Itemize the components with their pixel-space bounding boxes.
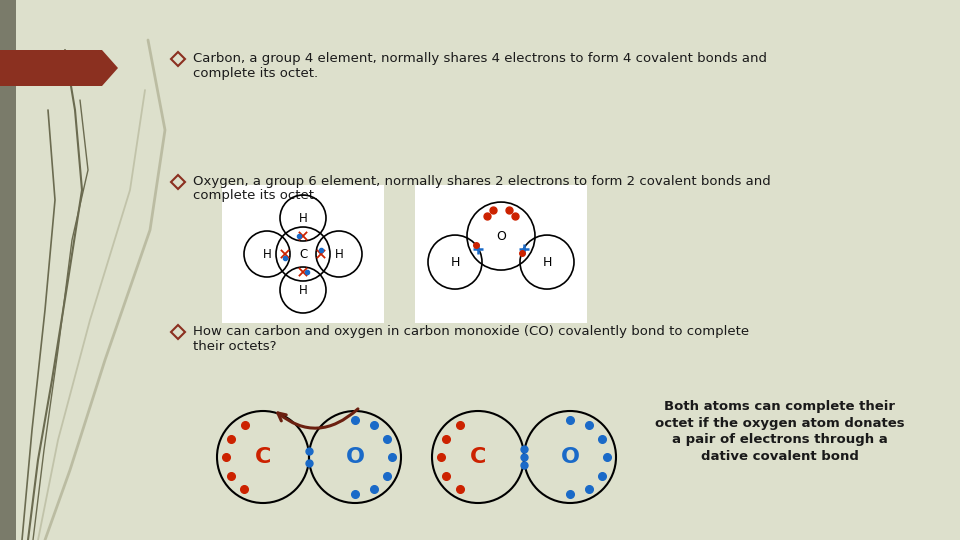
Text: H: H (542, 255, 552, 268)
Text: complete its octet.: complete its octet. (193, 190, 318, 202)
Text: a pair of electrons through a: a pair of electrons through a (672, 433, 888, 446)
Text: C: C (254, 447, 271, 467)
FancyArrowPatch shape (277, 409, 358, 428)
Text: C: C (469, 447, 486, 467)
Text: Carbon, a group 4 element, normally shares 4 electrons to form 4 covalent bonds : Carbon, a group 4 element, normally shar… (193, 52, 767, 65)
Text: Both atoms can complete their: Both atoms can complete their (664, 400, 896, 413)
Text: C: C (299, 247, 307, 260)
Text: dative covalent bond: dative covalent bond (701, 449, 859, 462)
Text: H: H (299, 212, 307, 225)
Bar (0, 0, 16, 540)
Text: Oxygen, a group 6 element, normally shares 2 electrons to form 2 covalent bonds : Oxygen, a group 6 element, normally shar… (193, 175, 771, 188)
Text: H: H (450, 255, 460, 268)
Text: octet if the oxygen atom donates: octet if the oxygen atom donates (655, 416, 905, 429)
Text: O: O (561, 447, 580, 467)
Text: How can carbon and oxygen in carbon monoxide (CO) covalently bond to complete: How can carbon and oxygen in carbon mono… (193, 325, 749, 338)
Text: their octets?: their octets? (193, 340, 276, 353)
Text: H: H (299, 284, 307, 296)
Text: H: H (263, 247, 272, 260)
Text: O: O (496, 230, 506, 242)
Text: H: H (335, 247, 344, 260)
Text: complete its octet.: complete its octet. (193, 66, 318, 79)
Text: O: O (346, 447, 365, 467)
Bar (222, 185, 384, 323)
Bar (415, 185, 587, 323)
Polygon shape (0, 50, 118, 86)
